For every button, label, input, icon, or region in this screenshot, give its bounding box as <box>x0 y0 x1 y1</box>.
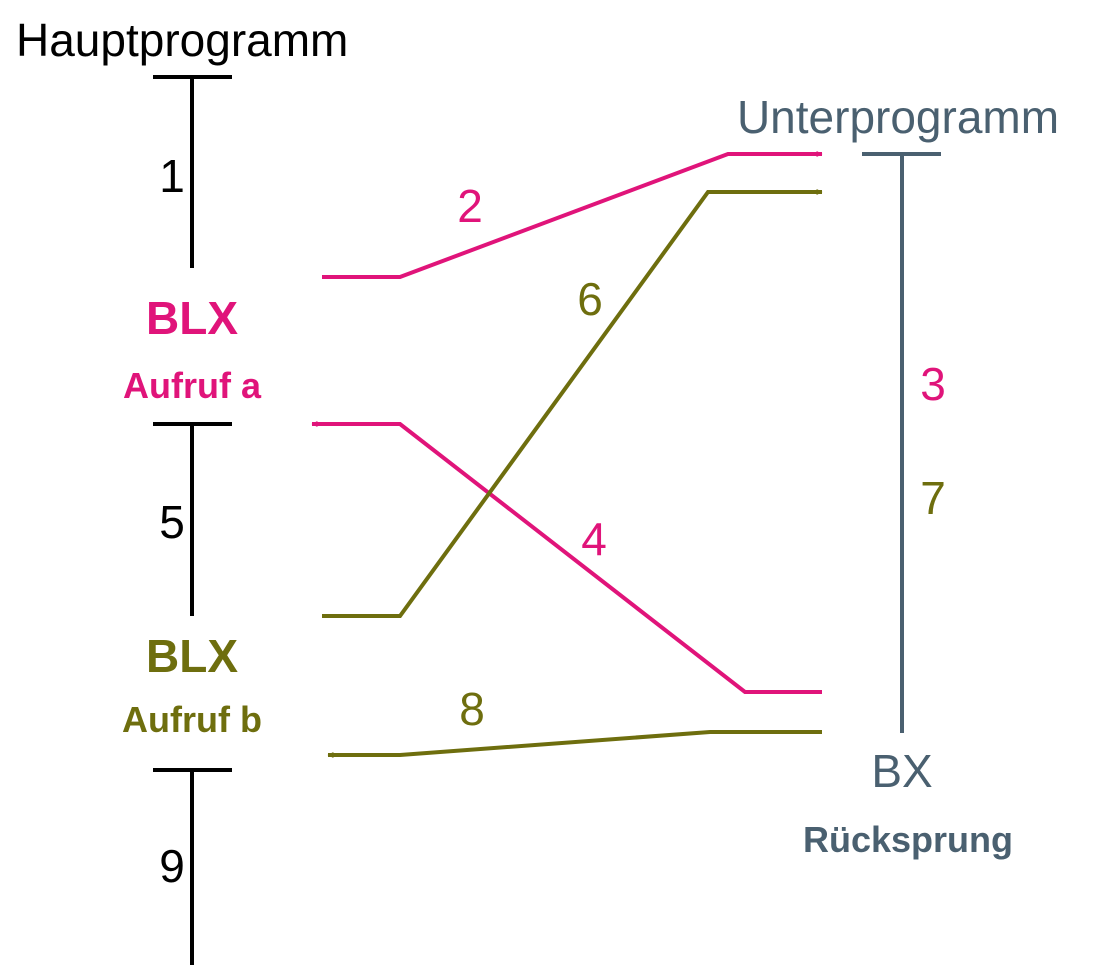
subroutine-timeline <box>862 152 941 733</box>
return-instruction: BX <box>871 745 932 797</box>
call-a-label: Aufruf a <box>123 365 262 406</box>
call-b-instruction: BLX <box>146 630 238 682</box>
sub-step-7: 7 <box>920 472 946 524</box>
sub-step-3: 3 <box>920 358 946 410</box>
arrow-label-8: 8 <box>459 683 485 735</box>
subroutine-title: Unterprogramm <box>737 91 1059 143</box>
return-label: Rücksprung <box>803 819 1013 860</box>
main-program-timeline <box>153 75 232 965</box>
call-a-instruction: BLX <box>146 292 238 344</box>
arrow-label-4: 4 <box>581 513 607 565</box>
arrow-jump-b <box>322 189 823 618</box>
main-step-9: 9 <box>159 840 185 892</box>
arrow-label-2: 2 <box>457 180 483 232</box>
arrow-jump-a <box>322 151 823 279</box>
arrow-return-b <box>327 730 822 758</box>
main-step-1: 1 <box>159 150 185 202</box>
main-step-5: 5 <box>159 496 185 548</box>
arrow-label-6: 6 <box>577 273 603 325</box>
call-b-label: Aufruf b <box>122 699 262 740</box>
main-program-title: Hauptprogramm <box>16 14 348 66</box>
arrow-return-a <box>311 421 822 694</box>
